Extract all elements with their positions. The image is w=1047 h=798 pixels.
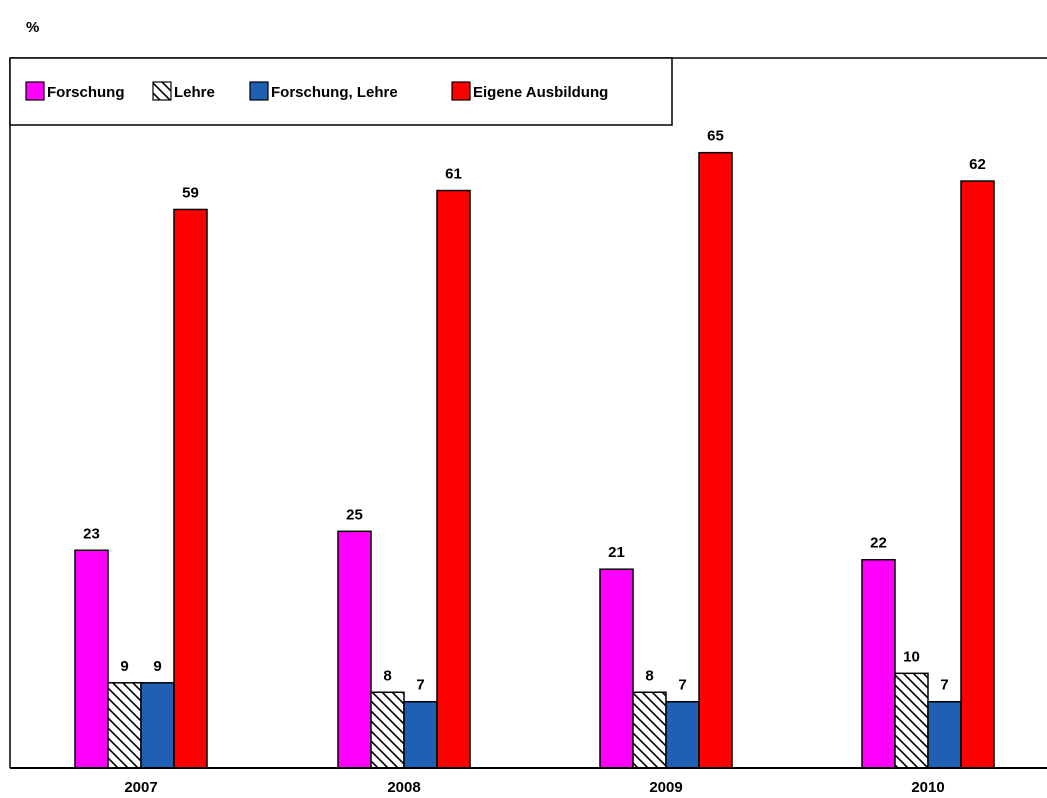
value-label-eigene-ausbildung-2008: 61 [445,166,462,183]
value-label-lehre-2010: 10 [903,648,920,665]
legend-swatch-lehre [152,81,172,101]
value-label-eigene-ausbildung-2009: 65 [707,128,724,145]
value-label-lehre-2007: 9 [120,658,128,675]
value-label-forschung-2009: 21 [608,544,625,561]
bar-forschung-2007 [74,549,109,769]
bar-forschung-lehre-2008 [403,700,438,769]
value-label-forschung-2010: 22 [870,535,887,552]
bar-forschung-2010 [861,558,896,769]
bars-layer [74,151,995,769]
bar-lehre-2010 [894,672,929,769]
legend-label-lehre: Lehre [174,84,215,101]
bar-forschung-2008 [337,530,372,769]
value-label-forschung-2008: 25 [346,506,363,523]
legend-label-eigene-ausbildung: Eigene Ausbildung [473,84,608,101]
value-label-eigene-ausbildung-2010: 62 [969,156,986,173]
x-tick-label-2007: 2007 [124,779,157,796]
value-labels-layer: 23 9 9 59 25 8 7 61 21 8 7 65 22 10 7 62 [83,128,986,694]
legend-swatch-forschung-lehre [249,81,269,101]
bar-eigene-ausbildung-2010 [960,180,995,769]
value-label-lehre-2009: 8 [645,667,653,684]
value-label-lehre-2008: 8 [383,667,391,684]
bar-lehre-2009 [632,691,667,769]
bar-forschung-lehre-2007 [140,682,175,769]
y-axis-label: % [26,19,39,36]
value-label-forschung-lehre-2009: 7 [678,677,686,694]
value-label-forschung-lehre-2010: 7 [940,677,948,694]
value-label-forschung-2007: 23 [83,525,100,542]
bar-eigene-ausbildung-2007 [173,208,208,769]
legend-swatch-forschung [25,81,45,101]
x-tick-label-2009: 2009 [649,779,682,796]
bar-lehre-2007 [107,682,142,769]
bar-forschung-2009 [599,568,634,769]
bar-lehre-2008 [370,691,405,769]
legend-label-forschung: Forschung [47,84,125,101]
x-tick-label-2010: 2010 [911,779,944,796]
x-tick-label-2008: 2008 [387,779,420,796]
legend-box [9,57,673,126]
bar-eigene-ausbildung-2009 [698,151,733,769]
value-label-forschung-lehre-2008: 7 [416,677,424,694]
value-label-eigene-ausbildung-2007: 59 [182,184,199,201]
legend-label-forschung-lehre: Forschung, Lehre [271,84,398,101]
bar-eigene-ausbildung-2008 [436,189,471,769]
value-label-forschung-lehre-2007: 9 [153,658,161,675]
legend: Forschung Lehre Forschung, Lehre Eigene Aus… [9,57,673,126]
bar-forschung-lehre-2009 [665,700,700,769]
legend-swatch-eigene-ausbildung [451,81,471,101]
bar-forschung-lehre-2010 [927,700,962,769]
x-tick-labels-layer: 2007 2008 2009 2010 [124,779,944,796]
